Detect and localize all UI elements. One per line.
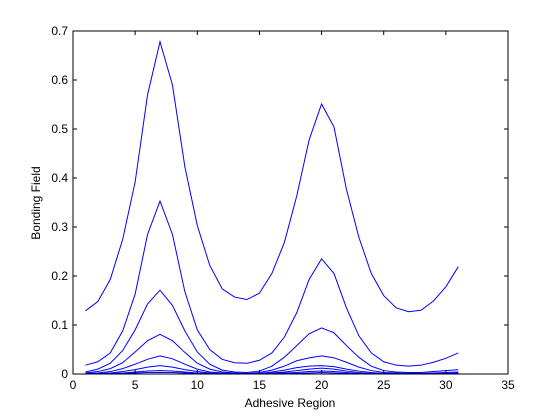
x-axis-label: Adhesive Region bbox=[245, 396, 336, 410]
y-tick-label: 0.6 bbox=[51, 73, 68, 87]
series-line-2 bbox=[85, 199, 459, 367]
x-tick-label: 20 bbox=[315, 378, 329, 392]
x-tick-label: 35 bbox=[501, 378, 515, 392]
y-tick-label: 0.4 bbox=[51, 171, 68, 185]
y-axis-label: Bonding Field bbox=[29, 166, 43, 239]
y-tick-label: 0.5 bbox=[51, 122, 68, 136]
x-tick-label: 10 bbox=[191, 378, 205, 392]
y-tick-label: 0 bbox=[61, 367, 68, 381]
series-line-3 bbox=[85, 289, 459, 374]
series-line-1 bbox=[85, 39, 459, 313]
plot-frame bbox=[72, 30, 509, 375]
y-tick-label: 0.7 bbox=[51, 24, 68, 38]
y-axis-ticks: 0 0.1 0.2 0.3 0.4 0.5 0.6 0.7 bbox=[51, 24, 508, 381]
x-tick-label: 25 bbox=[377, 378, 391, 392]
x-tick-label: 0 bbox=[70, 378, 77, 392]
x-tick-label: 30 bbox=[439, 378, 453, 392]
y-tick-label: 0.1 bbox=[51, 318, 68, 332]
y-tick-label: 0.3 bbox=[51, 220, 68, 234]
y-tick-label: 0.2 bbox=[51, 269, 68, 283]
plot-area bbox=[73, 31, 508, 374]
x-tick-label: 15 bbox=[253, 378, 267, 392]
x-axis-ticks: 0 5 10 15 20 25 30 35 bbox=[70, 31, 515, 392]
x-tick-label: 5 bbox=[132, 378, 139, 392]
